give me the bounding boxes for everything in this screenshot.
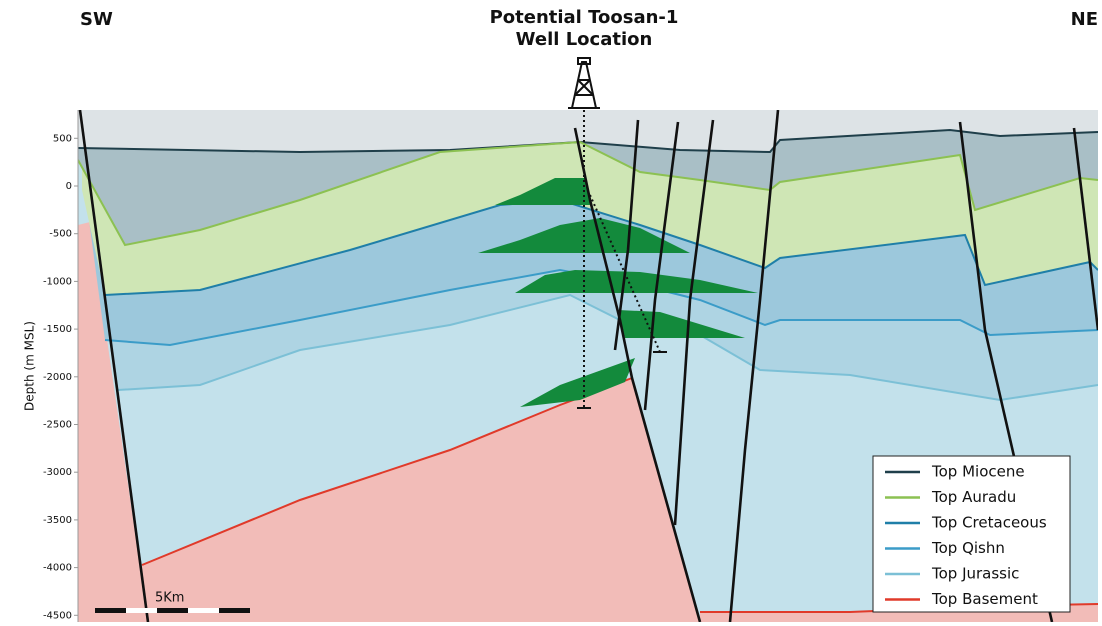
fault: [673, 119, 715, 526]
legend-label: Top Qishn: [931, 539, 1005, 557]
horizon: [104, 198, 1098, 296]
y-tick-label: -2000: [43, 372, 72, 383]
fault: [1072, 127, 1098, 331]
left-label: SW: [80, 9, 113, 30]
y-tick-label: -4000: [43, 563, 72, 574]
scale-label: 5Km: [155, 591, 184, 606]
derrick: [568, 57, 600, 109]
y-tick-label: 500: [53, 133, 72, 144]
well-label: Well Location: [516, 29, 653, 50]
fault: [643, 121, 680, 411]
y-tick-label: -500: [49, 229, 72, 240]
legend-label: Top Miocene: [931, 463, 1025, 481]
well-label: Potential Toosan-1: [490, 7, 679, 28]
fault: [613, 119, 640, 351]
y-tick-label: -4500: [43, 610, 72, 621]
prospect: [520, 358, 635, 407]
prospect: [618, 310, 745, 338]
fault: [78, 110, 150, 622]
sky: [78, 110, 1098, 152]
horizon: [78, 128, 1098, 154]
deviated-well: [589, 194, 661, 353]
basement: [142, 378, 700, 622]
scale-bar: 5Km: [95, 591, 250, 613]
basement: [78, 222, 148, 622]
legend: Top Miocene Top Auradu Top Cretaceous Top Q…: [885, 463, 1047, 608]
y-tick-label: -3500: [43, 515, 72, 526]
axis-title: Depth (m MSL): [23, 321, 37, 411]
legend-box: [872, 455, 1071, 613]
y-tick-label: -1500: [43, 324, 72, 335]
legend-label: Top Basement: [931, 590, 1038, 608]
legend-label: Top Jurassic: [931, 565, 1019, 583]
y-tick-label: 0: [66, 181, 72, 192]
y-tick-label: -1000: [43, 276, 72, 287]
y-tick-label: -3000: [43, 467, 72, 478]
prospect: [495, 178, 590, 205]
prospect: [515, 270, 758, 293]
right-label: NE: [1071, 9, 1098, 30]
section-body: [78, 110, 1098, 622]
legend-label: Top Auradu: [931, 488, 1016, 506]
fault: [728, 110, 780, 622]
legend-label: Top Cretaceous: [931, 514, 1047, 532]
y-tick-label: -2500: [43, 420, 72, 431]
